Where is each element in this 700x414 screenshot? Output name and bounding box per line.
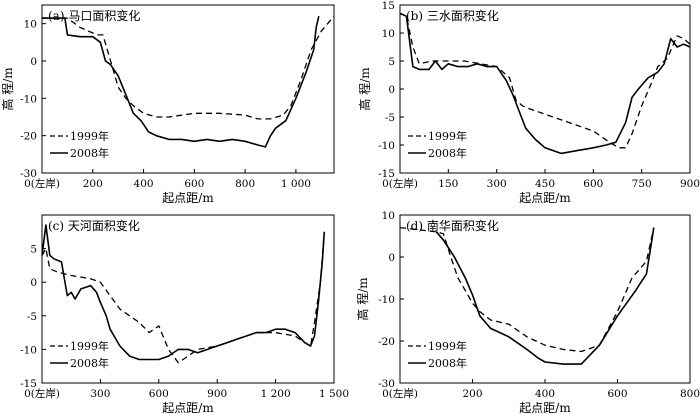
x-tick-label: 900 (207, 388, 227, 400)
y-tick-label: -15 (20, 378, 37, 390)
x-tick-label: 150 (438, 178, 458, 190)
legend-label: 2008年 (428, 356, 467, 370)
x-tick-label: 400 (134, 178, 154, 190)
x-tick-label: 900 (680, 178, 700, 190)
y-axis-title: 高 程/m (355, 277, 370, 321)
y-tick-label: -5 (27, 311, 37, 323)
y-tick-label: -5 (385, 112, 395, 124)
plot-frame (41, 4, 335, 174)
y-axis-title: 高 程/m (357, 67, 372, 111)
legend-label: 1999年 (428, 129, 467, 143)
legend-label: 2008年 (70, 356, 109, 370)
chart-panel-1: 0(左岸) 200 400 600 800 1 000 -30 -20 -10 0 10 (a) 马口… (0, 4, 335, 205)
series-line-1999 (399, 226, 655, 353)
y-tick-label: 5 (30, 244, 37, 256)
y-tick-label: -10 (20, 344, 37, 356)
series-line-2008 (399, 12, 691, 155)
series-line-2008 (42, 16, 320, 148)
chart-title: (a) 马口面积变化 (48, 8, 140, 23)
chart-panel-4: 0(左岸) 200 400 600 800 -30 -20 -10 0 10 (d) 南华面积变化起… (355, 210, 700, 414)
y-tick-label: 15 (382, 0, 395, 12)
chart-panel-3: 0(左岸) 300 600 900 1 200 1 500 -15 -10 -5 0 5 (c) 天河… (20, 214, 349, 414)
x-tick-label: 450 (535, 178, 555, 190)
y-tick-label: 0 (388, 252, 395, 264)
y-tick-label: -10 (378, 294, 395, 306)
y-tick-label: 10 (382, 28, 395, 40)
y-tick-label: 0 (30, 56, 37, 68)
x-tick-label: 0(左岸) (24, 387, 60, 400)
x-axis-title: 起点距/m (519, 191, 571, 205)
series-line-1999 (42, 15, 335, 120)
x-tick-label: 600 (583, 178, 603, 190)
y-tick-label: -10 (20, 93, 37, 105)
x-axis-title: 起点距/m (519, 401, 571, 414)
series-line-2008 (41, 224, 326, 361)
legend-label: 1999年 (70, 339, 109, 353)
x-tick-label: 0(左岸) (382, 177, 418, 190)
x-tick-label: 200 (462, 388, 482, 400)
y-tick-label: 10 (24, 19, 37, 31)
y-tick-label: -30 (378, 378, 395, 390)
legend-label: 2008年 (428, 146, 467, 160)
legend-label: 2008年 (70, 146, 109, 160)
chart-title: (c) 天河面积变化 (48, 218, 140, 233)
x-tick-label: 750 (632, 178, 652, 190)
chart-panel-2: 0(左岸) 150 300 450 600 750 900 -15 -10 -5 0 5 10 15 (b)… (357, 0, 700, 205)
y-tick-label: 0 (388, 84, 395, 96)
x-tick-label: 300 (487, 178, 507, 190)
x-tick-label: 0(左岸) (382, 387, 418, 400)
y-tick-label: 5 (388, 56, 395, 68)
y-tick-label: -30 (20, 168, 37, 180)
x-axis-title: 起点距/m (162, 191, 214, 205)
y-tick-label: 10 (382, 210, 395, 222)
y-tick-label: -15 (378, 168, 395, 180)
x-tick-label: 800 (680, 388, 700, 400)
x-tick-label: 400 (535, 388, 555, 400)
y-tick-label: 0 (30, 277, 37, 289)
plot-frame (41, 214, 335, 384)
x-tick-label: 1 200 (261, 388, 291, 400)
x-tick-label: 600 (184, 178, 204, 190)
x-tick-label: 600 (149, 388, 169, 400)
chart-title: (d) 南华面积变化 (406, 218, 499, 233)
x-tick-label: 800 (235, 178, 255, 190)
y-tick-label: -10 (378, 140, 395, 152)
x-axis-title: 起点距/m (162, 401, 214, 414)
y-tick-label: -20 (378, 336, 395, 348)
chart-title: (b) 三水面积变化 (406, 8, 499, 23)
x-tick-label: 1 500 (319, 388, 349, 400)
series-line-2008 (435, 227, 655, 365)
x-tick-label: 300 (90, 388, 110, 400)
x-tick-label: 200 (83, 178, 103, 190)
legend-label: 1999年 (428, 339, 467, 353)
legend-label: 1999年 (70, 129, 109, 143)
y-axis-title: 高 程/m (0, 67, 15, 111)
y-tick-label: -20 (20, 131, 37, 143)
x-tick-label: 600 (607, 388, 627, 400)
x-tick-label: 0(左岸) (24, 177, 60, 190)
x-tick-label: 1 000 (281, 178, 311, 190)
